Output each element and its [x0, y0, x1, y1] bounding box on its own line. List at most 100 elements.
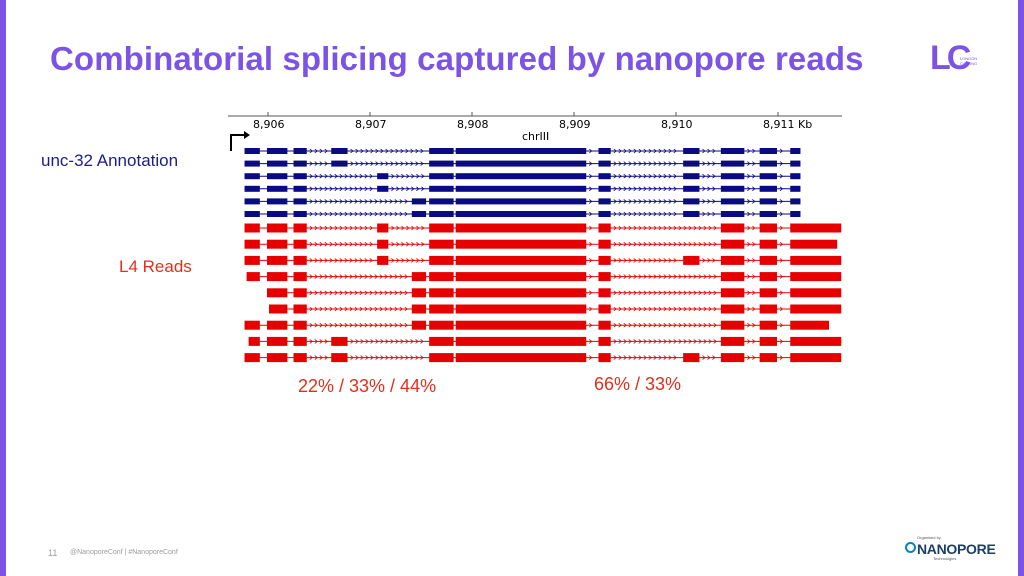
read-strand-chevrons — [747, 290, 756, 296]
read-exon — [293, 255, 307, 265]
annotation-exon — [683, 160, 700, 167]
read-exon — [411, 304, 427, 314]
percent-label-right: 66% / 33% — [594, 374, 682, 394]
read-exon — [411, 288, 427, 298]
read-exon — [293, 353, 307, 363]
annotation-strand-chevrons — [588, 161, 593, 166]
annotation-exon — [683, 211, 700, 217]
annotation-exon — [790, 198, 801, 205]
annotation-strand-chevrons — [309, 161, 328, 166]
read-exon — [377, 239, 389, 249]
annotation-exon — [683, 173, 700, 180]
annotation-exon — [720, 160, 745, 167]
read-exon — [598, 320, 611, 330]
read-strand-chevrons — [613, 258, 677, 263]
annotation-exon — [429, 198, 454, 205]
annotation-strand-chevrons — [613, 161, 677, 166]
annotation-strand-chevrons — [391, 186, 425, 192]
annotation-strand-chevrons — [747, 186, 756, 192]
annotation-exon — [455, 198, 587, 205]
slide-number: 11 — [48, 548, 58, 558]
annotation-strand-chevrons — [309, 148, 328, 154]
read-exon — [790, 288, 842, 298]
read-exon — [455, 304, 587, 314]
annotation-strand-chevrons — [613, 199, 677, 204]
annotation-exon — [244, 173, 260, 180]
annotation-exon — [244, 148, 260, 154]
read-strand-chevrons — [588, 241, 593, 247]
annotation-strand-chevrons — [702, 199, 716, 204]
annotation-exon — [720, 185, 745, 192]
annotation-exon — [411, 198, 427, 205]
annotation-strand-chevrons — [309, 199, 408, 204]
read-strand-chevrons — [779, 241, 784, 247]
annotation-exon — [720, 148, 745, 154]
annotation-exon — [266, 198, 288, 205]
organizer-logo: Organised by NANOPORE Technologies — [905, 535, 996, 569]
read-strand-chevrons — [779, 306, 784, 312]
read-exon — [429, 288, 454, 298]
annotation-strand-chevrons — [702, 186, 716, 192]
read-strand-chevrons — [588, 274, 593, 279]
read-exon — [720, 353, 745, 363]
logo-subtext: LONDON CALLING — [960, 56, 978, 66]
read-exon — [759, 320, 777, 330]
read-exon — [720, 223, 745, 233]
annotation-exon — [598, 148, 611, 154]
annotation-exon — [759, 160, 777, 167]
annotation-exon — [759, 148, 777, 154]
read-exon — [266, 272, 288, 282]
annotation-exon — [598, 198, 611, 205]
annotation-exon — [598, 185, 611, 192]
axis-tick-label: 8,909 — [559, 118, 591, 131]
read-exon — [598, 336, 611, 346]
read-exon — [246, 272, 260, 282]
read-exon — [759, 272, 777, 282]
annotation-exon — [720, 173, 745, 180]
read-exon — [377, 223, 389, 233]
annotation-exon — [244, 185, 260, 192]
annotation-exon — [598, 173, 611, 180]
annotation-exon — [293, 160, 307, 167]
read-strand-chevrons — [588, 290, 593, 296]
read-strand-chevrons — [779, 258, 784, 263]
read-strand-chevrons — [350, 355, 424, 360]
annotation-exon — [293, 185, 307, 192]
annotation-strand-chevrons — [613, 148, 677, 154]
annotation-exon — [790, 173, 801, 180]
read-exon — [455, 272, 587, 282]
annotation-exon — [293, 148, 307, 154]
annotation-strand-chevrons — [309, 186, 373, 192]
annotation-exon — [720, 211, 745, 217]
read-exon — [377, 255, 389, 265]
annotation-exon — [411, 211, 427, 217]
read-strand-chevrons — [747, 339, 756, 344]
annotation-exon — [244, 211, 260, 217]
annotation-exon — [759, 198, 777, 205]
read-exon — [429, 239, 454, 249]
read-exon — [429, 320, 454, 330]
read-strand-chevrons — [588, 306, 593, 312]
read-exon — [293, 239, 307, 249]
annotation-strand-chevrons — [702, 161, 716, 166]
annotation-strand-chevrons — [391, 173, 425, 179]
annotation-exon — [429, 160, 454, 167]
read-strand-chevrons — [588, 225, 593, 231]
read-exon — [293, 320, 307, 330]
read-strand-chevrons — [747, 258, 756, 263]
read-strand-chevrons — [309, 322, 408, 328]
read-exon — [429, 353, 454, 363]
annotation-exon — [266, 185, 288, 192]
annotation-strand-chevrons — [588, 211, 593, 217]
axis-tick-label: 8,910 — [661, 118, 693, 131]
read-exon — [683, 255, 700, 265]
annotation-exon — [266, 173, 288, 180]
annotation-strand-chevrons — [779, 199, 784, 204]
annotation-strand-chevrons — [747, 211, 756, 217]
read-strand-chevrons — [613, 339, 717, 344]
read-strand-chevrons — [588, 355, 593, 360]
annotation-strand-chevrons — [588, 148, 593, 154]
read-exon — [598, 272, 611, 282]
read-exon — [759, 304, 777, 314]
read-exon — [683, 353, 700, 363]
